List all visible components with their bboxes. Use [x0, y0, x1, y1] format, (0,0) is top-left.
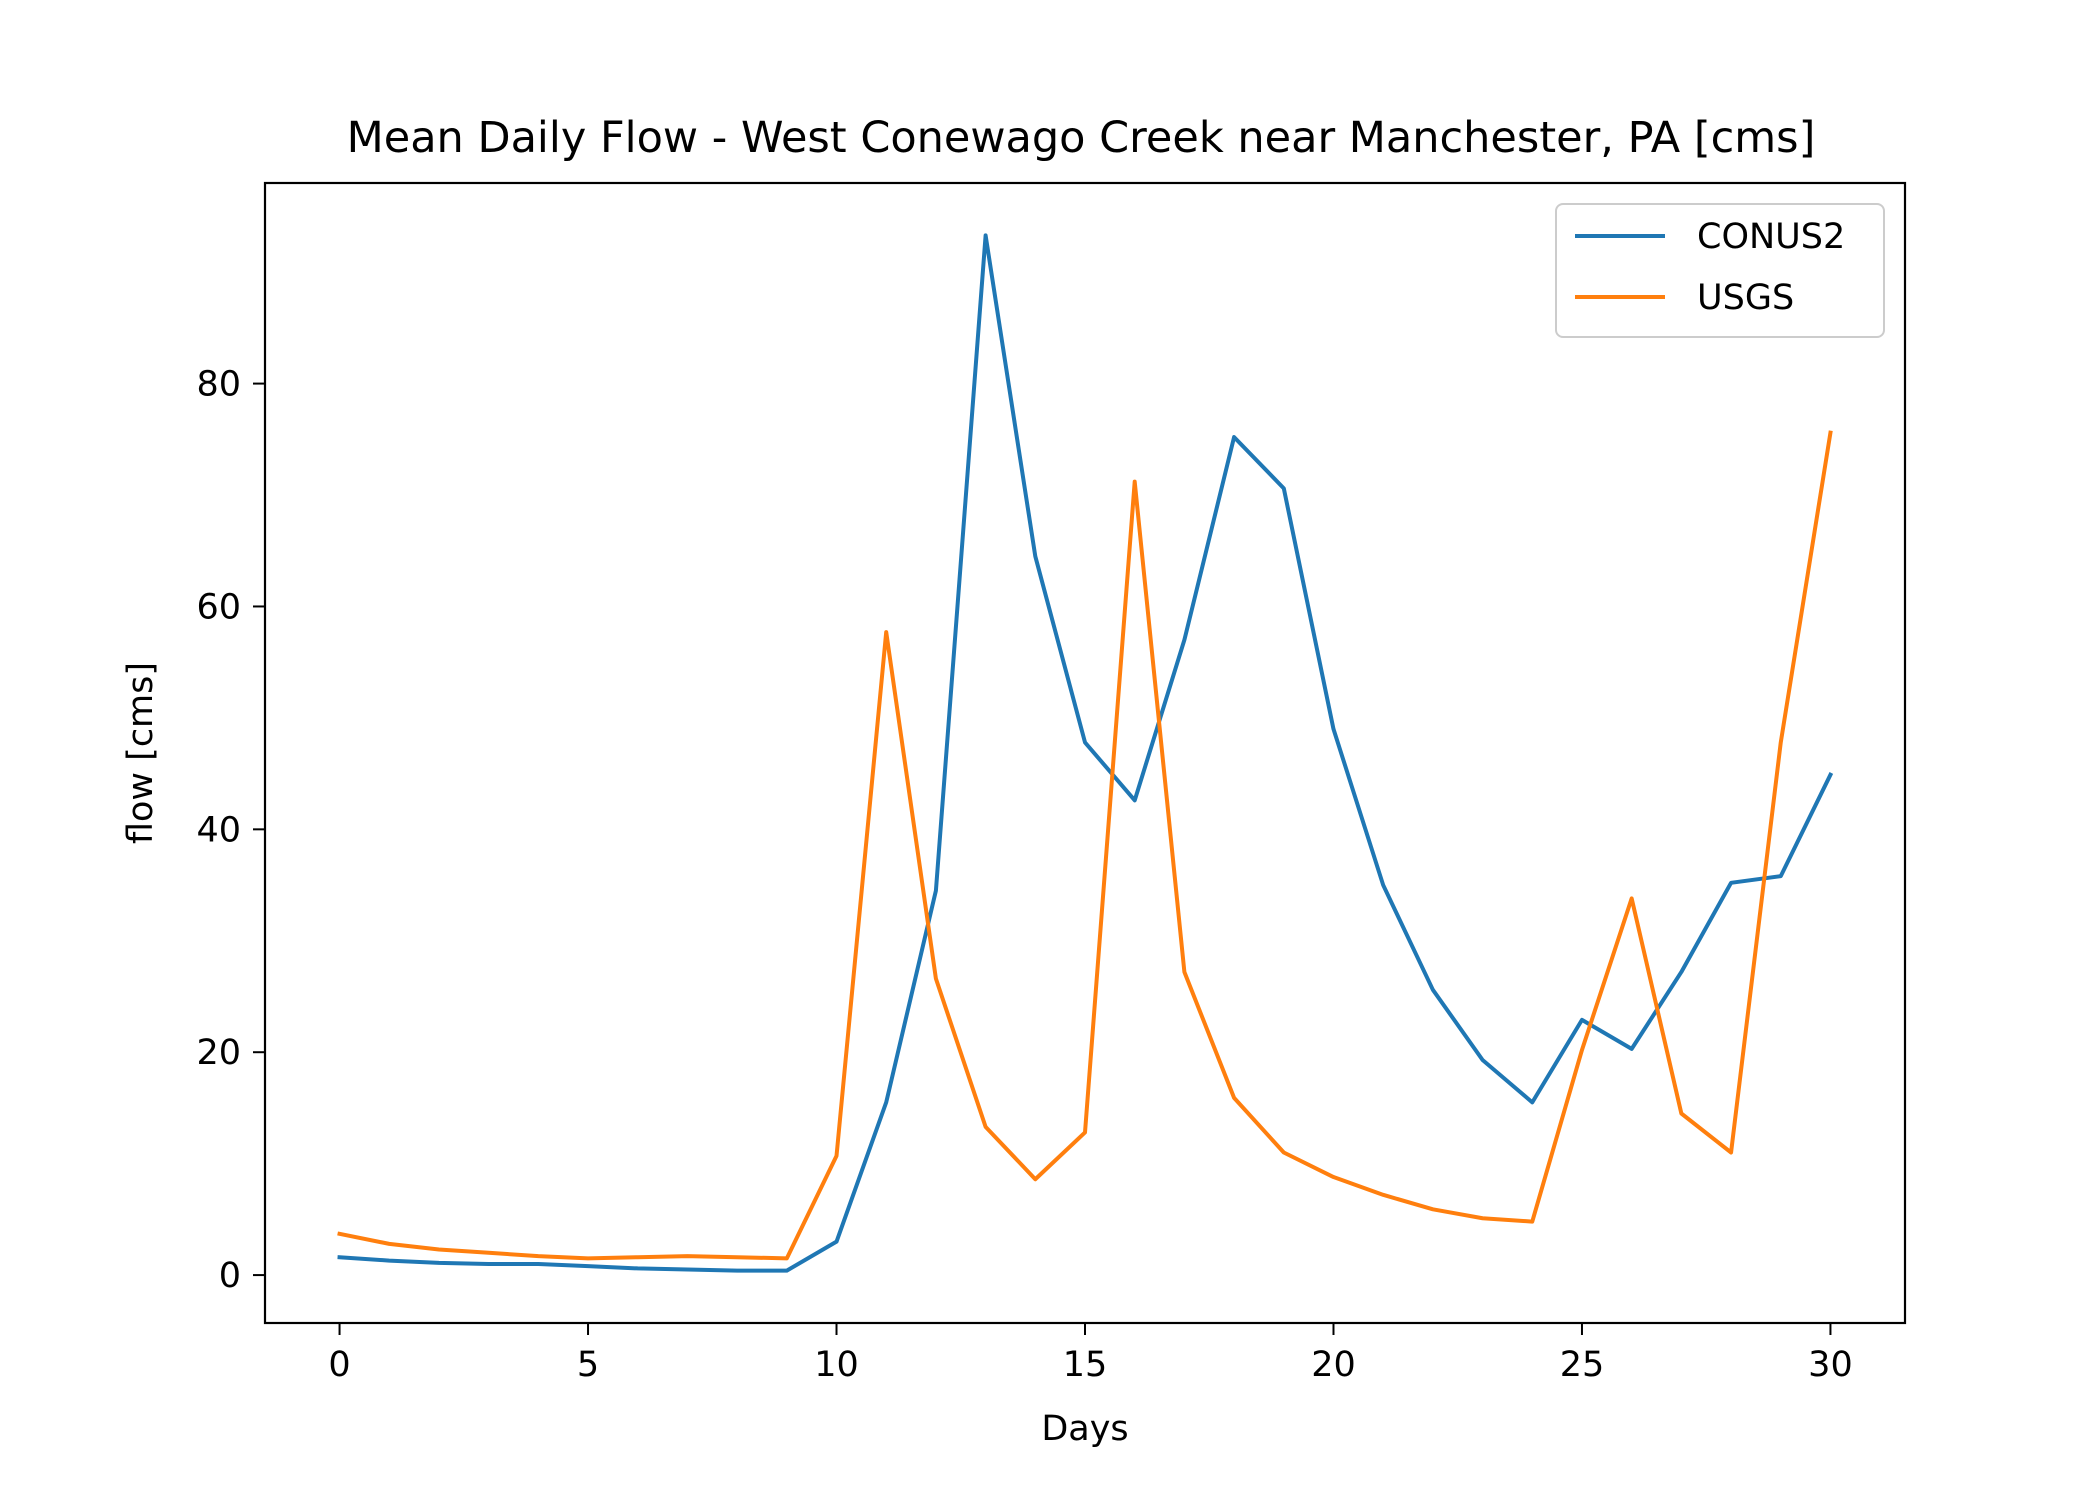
y-tick-label: 20 — [196, 1033, 241, 1073]
legend-label-usgs: USGS — [1697, 278, 1794, 318]
x-tick-label: 30 — [1808, 1345, 1853, 1385]
x-tick-label: 0 — [328, 1345, 350, 1385]
y-axis-ticks: 0 20 40 60 80 — [196, 365, 265, 1296]
y-tick-label: 40 — [196, 810, 241, 850]
legend: CONUS2 USGS — [1555, 203, 1885, 338]
x-axis-label: Days — [1041, 1409, 1128, 1449]
chart-title: Mean Daily Flow - West Conewago Creek ne… — [347, 113, 1816, 163]
series-line-conus2 — [337, 233, 1834, 1273]
y-tick-label: 60 — [196, 587, 241, 627]
x-tick-label: 20 — [1311, 1345, 1356, 1385]
y-tick-label: 80 — [196, 365, 241, 405]
y-tick-label: 0 — [219, 1256, 241, 1296]
x-tick-label: 10 — [814, 1345, 859, 1385]
y-axis-label: flow [cms] — [121, 662, 161, 844]
legend-label-conus2: CONUS2 — [1697, 217, 1845, 257]
x-tick-label: 25 — [1560, 1345, 1605, 1385]
x-axis-ticks: 0 5 10 15 20 25 30 — [328, 1323, 1853, 1385]
x-tick-label: 5 — [577, 1345, 599, 1385]
series-lines — [337, 233, 1834, 1273]
series-line-usgs — [337, 430, 1833, 1261]
x-tick-label: 15 — [1063, 1345, 1108, 1385]
